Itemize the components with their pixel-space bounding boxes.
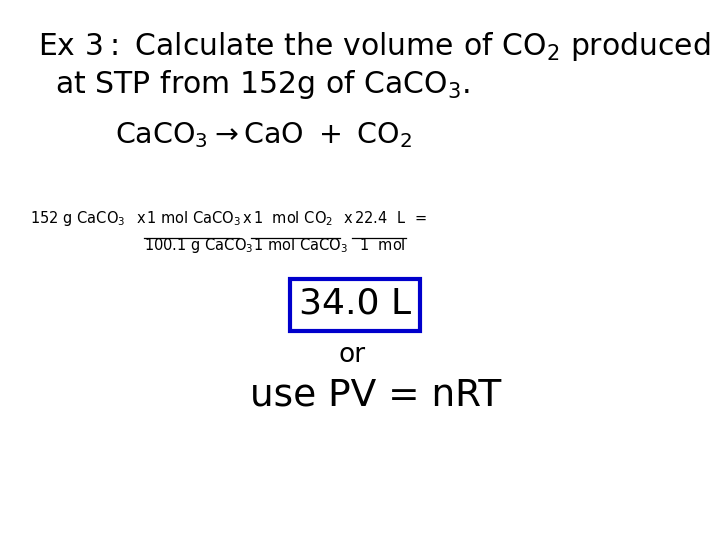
Text: x: x — [243, 211, 251, 226]
Text: or: or — [338, 342, 365, 368]
Text: $\mathsf{1\ mol\ CaCO_3}$: $\mathsf{1\ mol\ CaCO_3}$ — [253, 236, 348, 255]
FancyBboxPatch shape — [290, 279, 420, 331]
Text: $\mathsf{152\ g\ CaCO_3}$: $\mathsf{152\ g\ CaCO_3}$ — [30, 209, 125, 228]
Text: $\mathsf{CaCO_3 \rightarrow CaO\ +\ CO_2}$: $\mathsf{CaCO_3 \rightarrow CaO\ +\ CO_2… — [115, 120, 412, 150]
Text: $\mathsf{at\ STP\ from\ 152g\ of\ CaCO_3.}$: $\mathsf{at\ STP\ from\ 152g\ of\ CaCO_3… — [55, 68, 470, 101]
Text: $\mathsf{100.1\ g\ CaCO_3}$: $\mathsf{100.1\ g\ CaCO_3}$ — [144, 236, 253, 255]
Text: x: x — [137, 211, 145, 226]
Text: $\mathsf{Ex\ 3:\ Calculate\ the\ volume\ of\ CO_2\ produced}$: $\mathsf{Ex\ 3:\ Calculate\ the\ volume\… — [38, 30, 711, 63]
Text: $\mathsf{1\ \ mol}$: $\mathsf{1\ \ mol}$ — [359, 237, 406, 253]
Text: $\mathsf{22.4\ \ L}$: $\mathsf{22.4\ \ L}$ — [354, 210, 406, 226]
Text: =: = — [414, 211, 426, 226]
Text: x: x — [344, 211, 353, 226]
Text: $\mathsf{1\ \ mol\ CO_2}$: $\mathsf{1\ \ mol\ CO_2}$ — [253, 209, 333, 228]
Text: $\mathsf{1\ mol\ CaCO_3}$: $\mathsf{1\ mol\ CaCO_3}$ — [146, 209, 240, 228]
Text: use PV = nRT: use PV = nRT — [250, 377, 501, 413]
Text: 34.0 L: 34.0 L — [299, 286, 411, 320]
